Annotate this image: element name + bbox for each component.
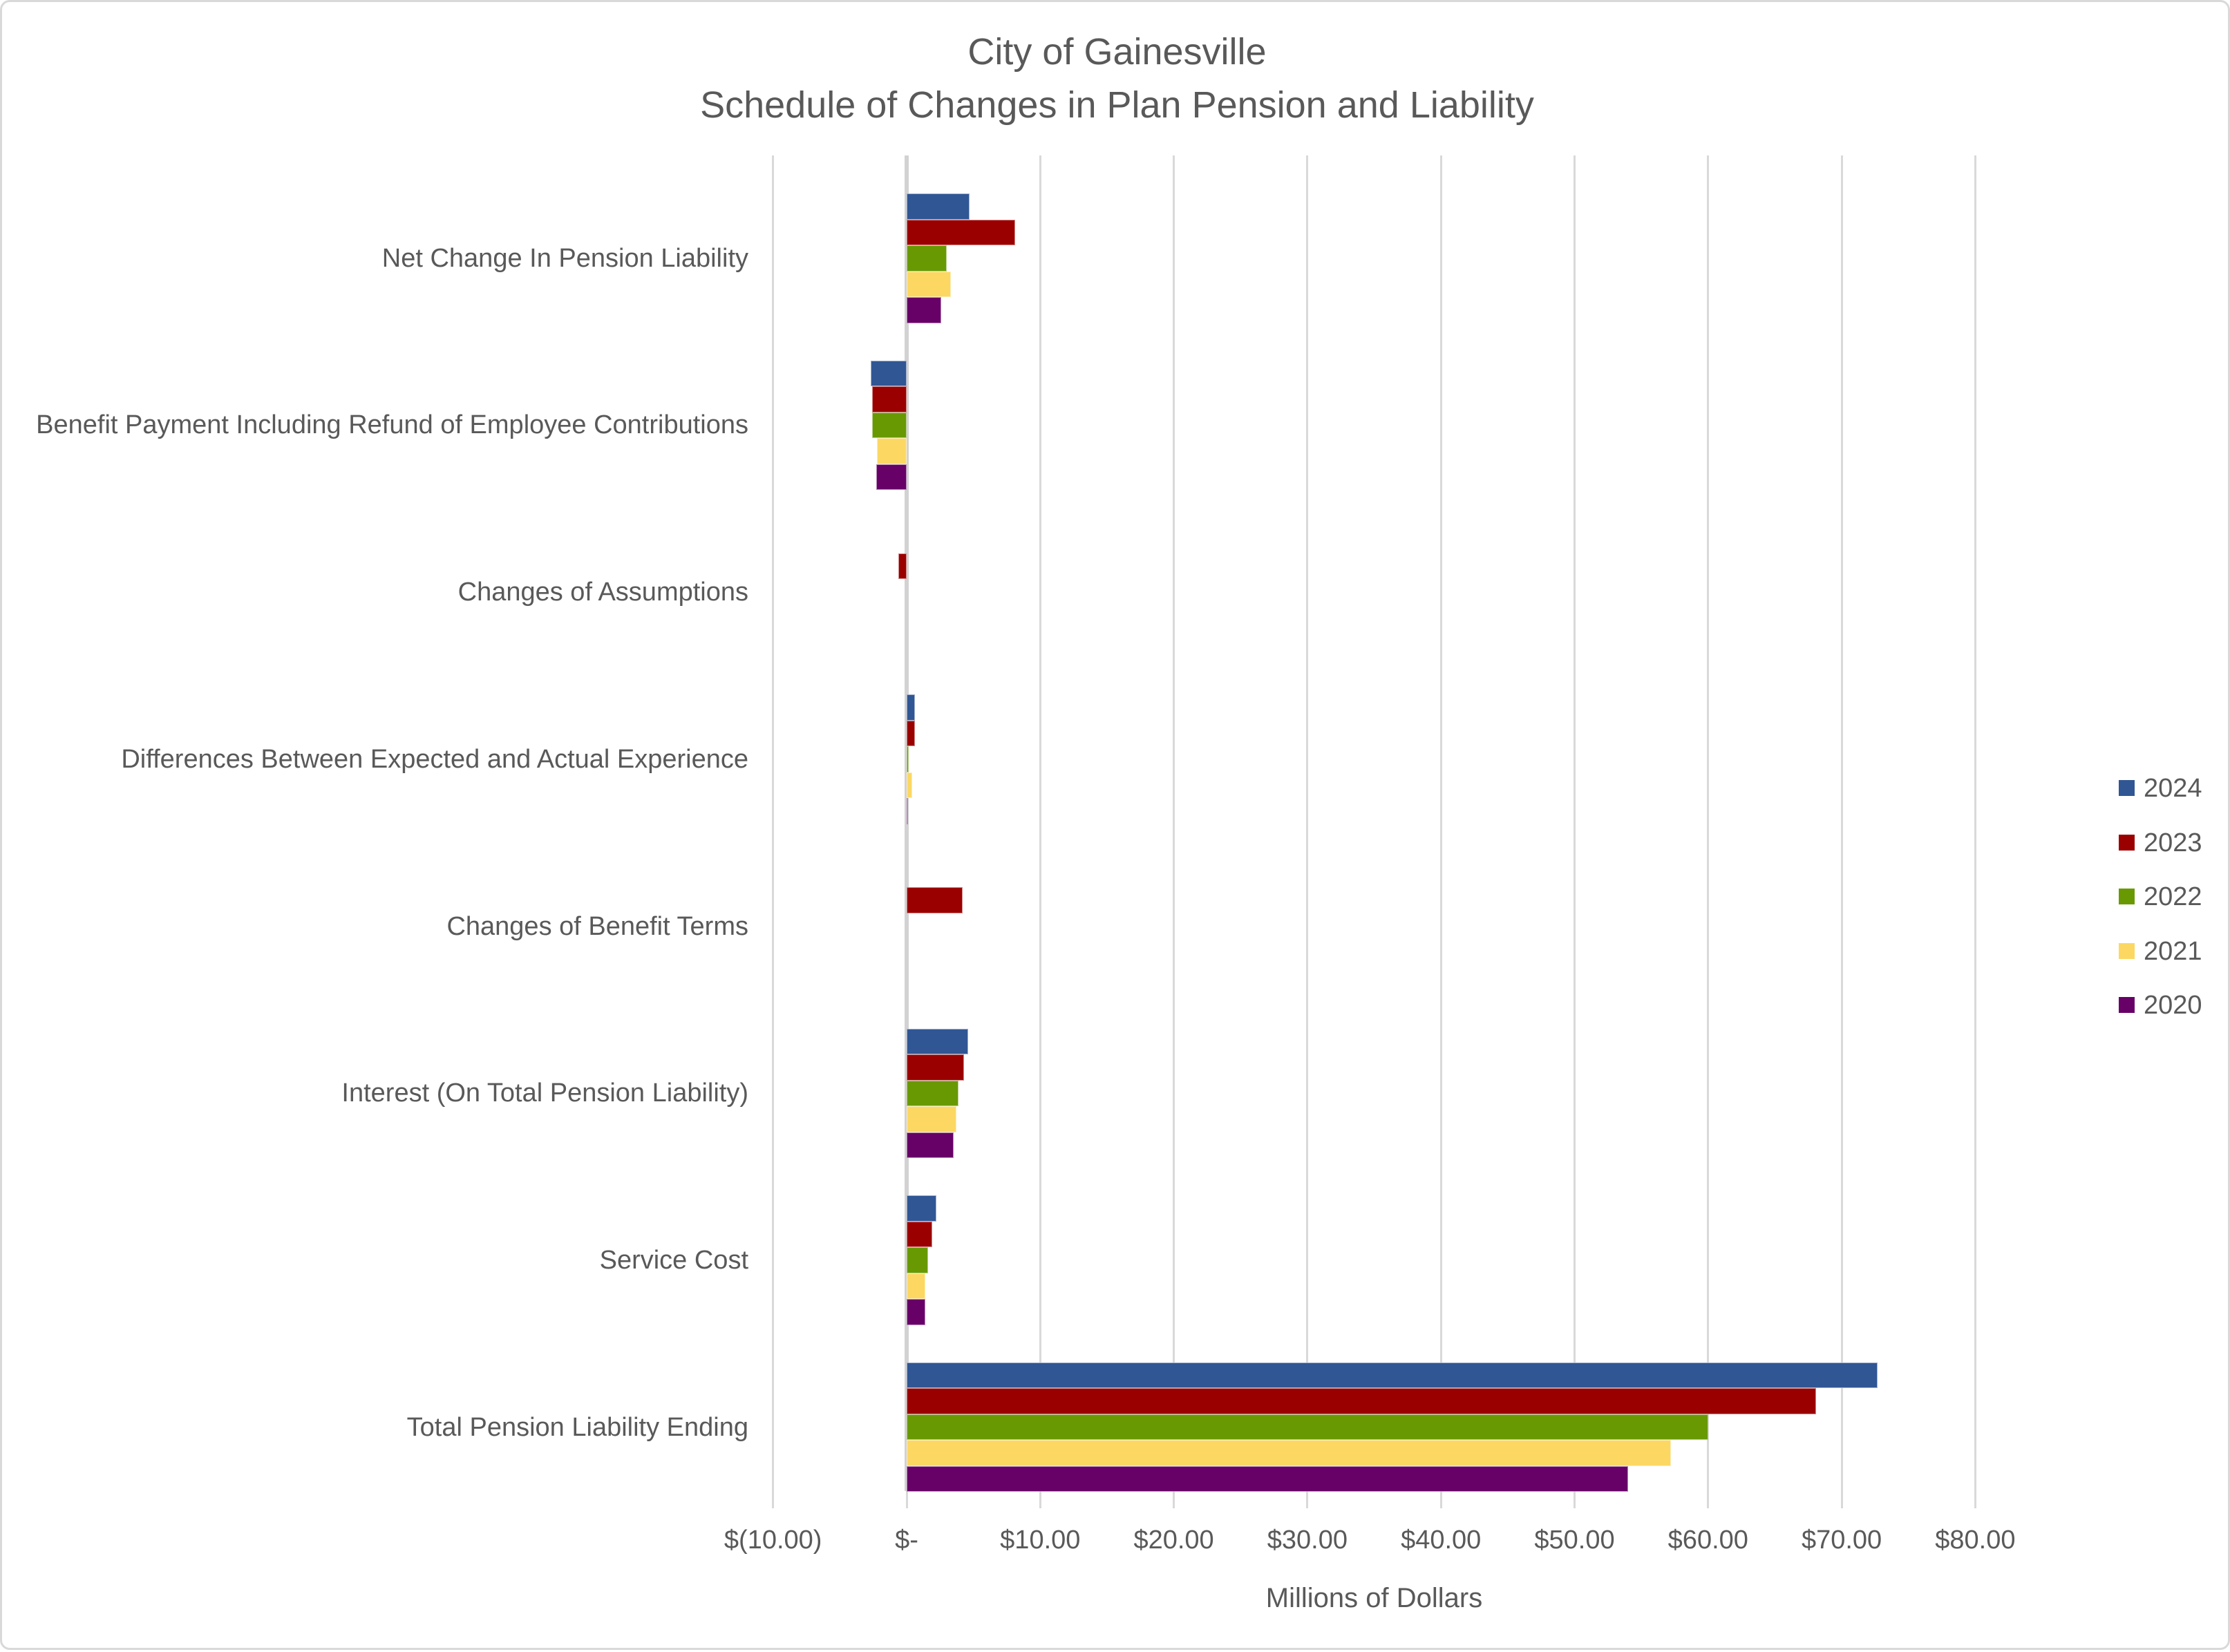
value-axis-tick-label: $80.00: [1935, 1526, 2016, 1555]
legend-item: 2021: [2119, 935, 2229, 968]
bar: [907, 1195, 936, 1222]
category-label: Service Cost: [599, 1245, 748, 1275]
bar: [907, 297, 942, 323]
axis-tick-mark: [1439, 1491, 1442, 1508]
bar: [907, 1362, 1878, 1389]
value-axis-tick-label: $60.00: [1667, 1526, 1748, 1555]
legend-item: 2023: [2119, 826, 2229, 860]
bar: [907, 219, 1015, 245]
bar: [907, 193, 970, 220]
legend-label: 2021: [2144, 936, 2202, 966]
legend-swatch: [2119, 834, 2135, 851]
value-axis-tick-label: $(10.00): [724, 1526, 822, 1555]
gridline: [1039, 155, 1041, 1491]
axis-tick-mark: [772, 1491, 775, 1508]
chart-title-line2: Schedule of Changes in Plan Pension and …: [700, 84, 1534, 126]
category-label: Changes of Benefit Terms: [446, 911, 748, 941]
legend-item: 2022: [2119, 880, 2229, 913]
legend-label: 2023: [2144, 828, 2202, 857]
bar: [907, 1247, 928, 1273]
bar: [907, 1132, 954, 1158]
value-axis-tick-label: $30.00: [1267, 1526, 1348, 1555]
value-axis-tick-label: $10.00: [1000, 1526, 1081, 1555]
bar: [907, 1054, 965, 1081]
gridline: [772, 155, 775, 1491]
bar: [907, 271, 951, 297]
legend-swatch: [2119, 942, 2135, 959]
legend-label: 2022: [2144, 882, 2202, 911]
category-label: Benefit Payment Including Refund of Empl…: [36, 410, 748, 440]
legend-item: 2020: [2119, 989, 2229, 1022]
value-axis-tick-label: $70.00: [1801, 1526, 1882, 1555]
category-label: Net Change In Pension Liability: [381, 243, 748, 273]
gridline: [1574, 155, 1576, 1491]
gridline: [1173, 155, 1175, 1491]
bar: [876, 464, 907, 491]
bar: [871, 412, 907, 439]
bar: [877, 438, 907, 464]
bar: [907, 1106, 956, 1132]
value-axis-tick-label: $20.00: [1133, 1526, 1214, 1555]
bar: [907, 772, 912, 799]
legend-item: 2024: [2119, 772, 2229, 805]
bar: [898, 553, 907, 580]
chart-title: City of Gainesville Schedule of Changes …: [2, 26, 2230, 132]
bar: [907, 1388, 1817, 1414]
legend-label: 2020: [2144, 991, 2202, 1020]
bar: [907, 1028, 968, 1054]
axis-tick-mark: [905, 1491, 908, 1508]
axis-tick-mark: [1039, 1491, 1041, 1508]
axis-tick-mark: [1173, 1491, 1175, 1508]
bar: [907, 720, 915, 747]
axis-tick-mark: [1306, 1491, 1309, 1508]
gridline: [1306, 155, 1309, 1491]
bar: [907, 746, 909, 772]
bar: [870, 360, 907, 387]
chart-title-line1: City of Gainesville: [967, 31, 1267, 73]
gridline: [1439, 155, 1442, 1491]
bar: [907, 1414, 1708, 1441]
bar: [907, 1273, 926, 1300]
axis-tick-mark: [1840, 1491, 1843, 1508]
bar: [907, 694, 915, 721]
bar: [907, 887, 963, 913]
bar: [907, 798, 908, 824]
bar: [907, 245, 947, 272]
bar: [907, 1221, 932, 1248]
axis-tick-mark: [1574, 1491, 1576, 1508]
bar: [907, 1299, 926, 1325]
bar: [907, 1465, 1628, 1492]
axis-tick-mark: [1707, 1491, 1710, 1508]
category-label: Differences Between Expected and Actual …: [121, 744, 748, 774]
bar: [907, 1440, 1671, 1466]
legend-swatch: [2119, 780, 2135, 796]
axis-tick-mark: [1974, 1491, 1976, 1508]
value-axis-tick-label: $-: [895, 1526, 918, 1555]
gridline: [1707, 155, 1710, 1491]
legend-swatch: [2119, 889, 2135, 904]
x-axis-title: Millions of Dollars: [1265, 1583, 1483, 1613]
value-axis-tick-label: $40.00: [1401, 1526, 1482, 1555]
gridline: [1840, 155, 1843, 1491]
bar: [871, 386, 907, 412]
category-label: Interest (On Total Pension Liability): [341, 1079, 748, 1108]
legend-swatch: [2119, 997, 2135, 1013]
value-axis-tick-label: $50.00: [1534, 1526, 1615, 1555]
gridline: [1974, 155, 1976, 1491]
legend-label: 2024: [2144, 774, 2202, 803]
bar: [907, 1080, 959, 1106]
category-label: Changes of Assumptions: [457, 578, 748, 607]
category-label: Total Pension Liability Ending: [406, 1412, 748, 1442]
